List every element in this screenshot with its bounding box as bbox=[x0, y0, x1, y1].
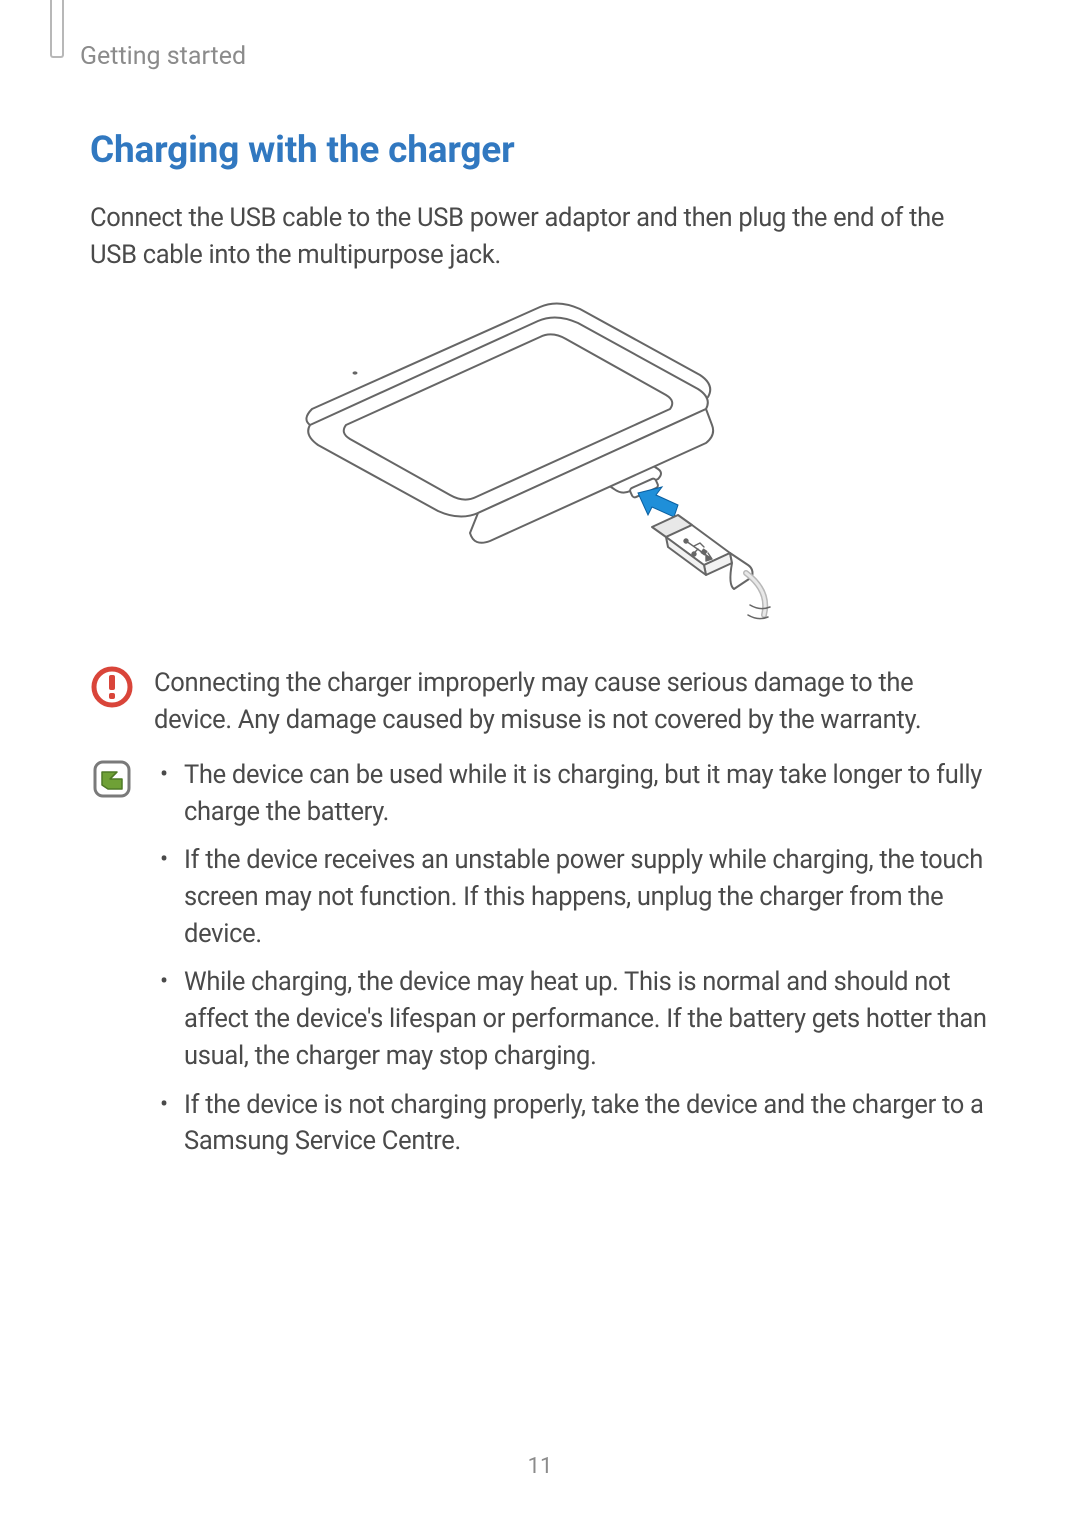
charging-diagram bbox=[90, 295, 990, 635]
intro-paragraph: Connect the USB cable to the USB power a… bbox=[90, 200, 990, 273]
page-number: 11 bbox=[0, 1454, 1080, 1479]
note-bullet: While charging, the device may heat up. … bbox=[154, 964, 990, 1074]
note-bullet: If the device is not charging properly, … bbox=[154, 1087, 990, 1160]
warning-icon bbox=[90, 665, 134, 713]
warning-callout: Connecting the charger improperly may ca… bbox=[90, 665, 990, 738]
note-icon bbox=[90, 757, 134, 805]
warning-text: Connecting the charger improperly may ca… bbox=[154, 665, 990, 738]
note-callout: The device can be used while it is charg… bbox=[90, 757, 990, 1172]
note-content: The device can be used while it is charg… bbox=[154, 757, 990, 1172]
page-tab-marker bbox=[50, 0, 64, 58]
page-title: Charging with the charger bbox=[90, 129, 990, 172]
note-bullet-list: The device can be used while it is charg… bbox=[154, 757, 990, 1160]
device-charger-illustration bbox=[260, 295, 820, 635]
arrow-icon bbox=[638, 487, 678, 517]
note-bullet: If the device receives an unstable power… bbox=[154, 842, 990, 952]
section-header: Getting started bbox=[80, 42, 990, 71]
note-bullet: The device can be used while it is charg… bbox=[154, 757, 990, 830]
